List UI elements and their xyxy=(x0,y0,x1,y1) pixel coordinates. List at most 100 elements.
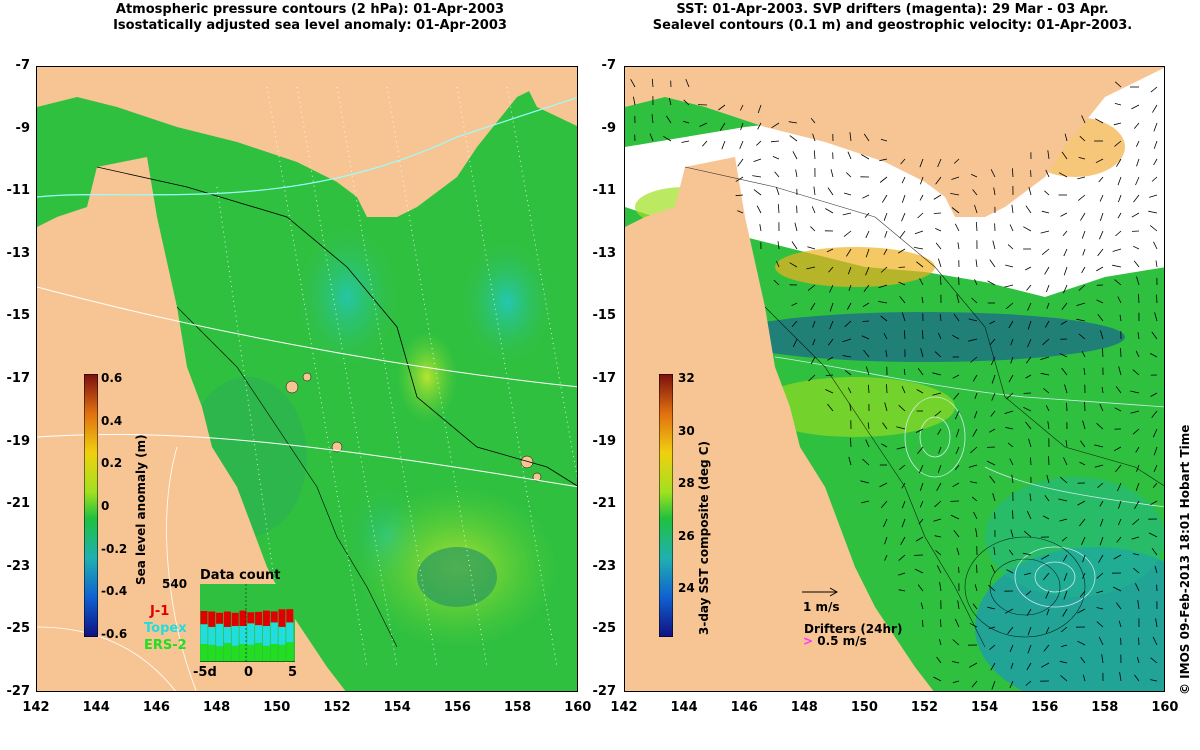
velocity-arrow xyxy=(1114,279,1122,286)
data-count-max: 540 xyxy=(162,577,188,591)
velocity-arrow xyxy=(861,154,870,160)
velocity-arrow xyxy=(1098,636,1104,646)
velocity-arrow xyxy=(1153,140,1158,149)
velocity-arrow xyxy=(867,422,870,430)
legend-j1: J-1 xyxy=(150,604,170,619)
velocity-arrow xyxy=(1138,637,1140,646)
velocity-arrow xyxy=(1080,656,1086,664)
velocity-arrow xyxy=(777,241,780,250)
velocity-arrow xyxy=(919,500,924,508)
velocity-arrow xyxy=(1041,554,1050,560)
velocity-arrow xyxy=(1096,572,1104,579)
velocity-arrow xyxy=(842,212,852,216)
velocity-arrow xyxy=(861,335,870,340)
left-x-tick: 150 xyxy=(263,700,291,715)
velocity-arrow xyxy=(901,386,906,394)
data-count-bar-segment xyxy=(278,626,286,645)
velocity-arrow xyxy=(1154,312,1158,322)
data-count-xlabel-end: 5 xyxy=(288,665,298,680)
velocity-arrow xyxy=(1044,495,1050,502)
velocity-arrow xyxy=(971,496,978,502)
velocity-arrow xyxy=(1081,351,1086,358)
velocity-arrow xyxy=(1096,621,1104,628)
velocity-arrow xyxy=(1081,266,1086,274)
velocity-arrow xyxy=(1117,482,1122,492)
velocity-arrow xyxy=(862,194,870,199)
velocity-arrow xyxy=(1132,428,1140,435)
velocity-arrow xyxy=(939,638,942,646)
right-y-tick: -21 xyxy=(592,496,617,512)
velocity-arrow xyxy=(850,437,852,448)
velocity-arrow xyxy=(1045,626,1050,634)
sst-colorbar xyxy=(659,374,673,637)
left-y-tick: -21 xyxy=(6,496,31,512)
velocity-arrow xyxy=(843,230,852,237)
velocity-arrow xyxy=(1135,350,1140,358)
sea-level-colorbar-tick: 0.2 xyxy=(101,456,123,471)
velocity-arrow xyxy=(1064,133,1068,142)
velocity-arrow xyxy=(1116,158,1122,167)
velocity-arrow xyxy=(1153,158,1158,166)
velocity-arrow xyxy=(1042,338,1050,346)
velocity-arrow xyxy=(1131,212,1140,218)
velocity-arrow xyxy=(810,302,816,311)
velocity-arrow xyxy=(1063,554,1068,562)
velocity-arrow xyxy=(830,169,834,178)
velocity-arrow xyxy=(753,158,762,162)
data-count-bar-segment xyxy=(255,611,263,626)
velocity-arrow xyxy=(1079,461,1086,466)
right-y-tick: -17 xyxy=(592,371,617,386)
velocity-arrow xyxy=(1023,530,1032,538)
velocity-arrow xyxy=(777,204,780,214)
velocity-arrow xyxy=(918,464,924,474)
right-x-tick: 144 xyxy=(670,700,698,715)
velocity-arrow xyxy=(1099,194,1104,202)
data-count-bar-segment xyxy=(270,622,278,644)
velocity-arrow xyxy=(899,296,906,304)
velocity-arrow xyxy=(880,266,888,273)
velocity-arrow xyxy=(880,138,888,142)
left-x-tick: 144 xyxy=(82,700,110,715)
velocity-arrow xyxy=(901,500,906,509)
velocity-arrow xyxy=(989,475,996,484)
velocity-arrow xyxy=(1011,474,1014,484)
velocity-arrow xyxy=(1040,356,1050,360)
velocity-arrow xyxy=(813,150,816,160)
velocity-arrow xyxy=(932,392,942,396)
velocity-arrow xyxy=(1130,390,1140,394)
velocity-arrow xyxy=(827,187,834,196)
data-count-bar-segment xyxy=(216,612,224,624)
legend-ers2: ERS-2 xyxy=(144,638,187,653)
data-count-xlabel-start: -5d xyxy=(193,665,217,680)
velocity-arrow xyxy=(735,194,744,197)
velocity-arrow xyxy=(1063,457,1068,466)
velocity-arrow xyxy=(825,374,834,376)
velocity-arrow xyxy=(1029,493,1032,502)
velocity-arrow xyxy=(915,428,924,433)
velocity-arrow xyxy=(1100,330,1104,340)
sea-level-anomaly-map xyxy=(36,66,578,692)
left-y-tick: -7 xyxy=(15,58,30,73)
velocity-arrow xyxy=(919,194,924,201)
velocity-arrow xyxy=(988,626,996,630)
velocity-arrow xyxy=(990,662,996,671)
velocity-arrow xyxy=(721,140,726,150)
velocity-arrow xyxy=(1060,476,1068,484)
velocity-arrow xyxy=(938,258,942,268)
velocity-arrow xyxy=(810,226,816,232)
left-x-tick: 142 xyxy=(22,700,50,715)
velocity-arrow xyxy=(1155,260,1158,268)
velocity-arrow xyxy=(812,320,816,328)
velocity-arrow xyxy=(1131,104,1140,110)
left-y-tick: -23 xyxy=(6,558,31,574)
velocity-arrow xyxy=(1112,586,1122,592)
velocity-arrow xyxy=(898,554,906,561)
velocity-arrow xyxy=(1012,168,1014,178)
velocity-arrow xyxy=(1137,600,1140,610)
velocity-arrow xyxy=(1152,636,1158,646)
velocity-arrow xyxy=(1132,553,1140,556)
velocity-arrow xyxy=(917,212,924,219)
velocity-arrow xyxy=(651,114,654,124)
velocity-arrow xyxy=(934,500,942,508)
right-y-tick: -19 xyxy=(592,433,617,449)
